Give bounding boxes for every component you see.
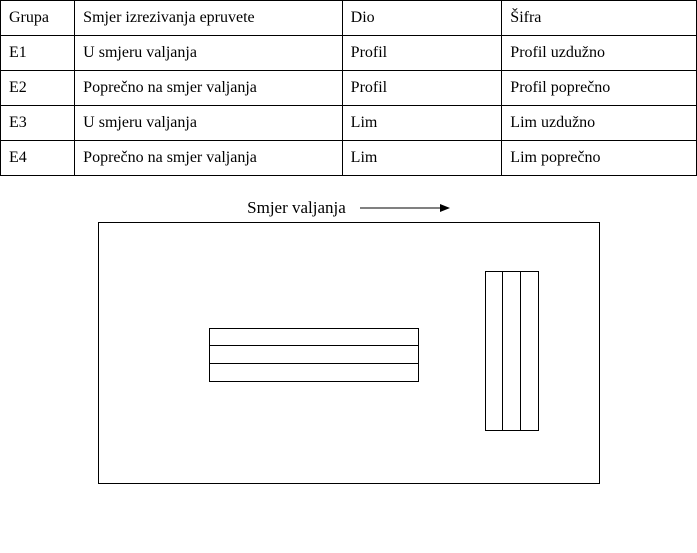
- cell-dio: Lim: [342, 141, 502, 176]
- specimen-bar: [485, 271, 503, 431]
- cell-grupa: E1: [1, 36, 75, 71]
- diagram-caption-row: Smjer valjanja: [247, 198, 450, 218]
- cell-dio: Profil: [342, 36, 502, 71]
- specimen-bar: [209, 346, 419, 364]
- table-header-row: Grupa Smjer izrezivanja epruvete Dio Šif…: [1, 1, 697, 36]
- cell-sifra: Lim uzdužno: [502, 106, 697, 141]
- table-row: E1 U smjeru valjanja Profil Profil uzduž…: [1, 36, 697, 71]
- cell-sifra: Profil poprečno: [502, 71, 697, 106]
- longitudinal-specimens: [209, 328, 419, 382]
- specimen-plate: [98, 222, 600, 484]
- specimen-bar: [521, 271, 539, 431]
- cell-grupa: E3: [1, 106, 75, 141]
- arrow-right-icon: [360, 201, 450, 215]
- specimen-bar: [209, 364, 419, 382]
- cell-smjer: U smjeru valjanja: [75, 36, 343, 71]
- table-row: E4 Poprečno na smjer valjanja Lim Lim po…: [1, 141, 697, 176]
- cell-sifra: Lim poprečno: [502, 141, 697, 176]
- table-row: E2 Poprečno na smjer valjanja Profil Pro…: [1, 71, 697, 106]
- cell-sifra: Profil uzdužno: [502, 36, 697, 71]
- specimen-table: Grupa Smjer izrezivanja epruvete Dio Šif…: [0, 0, 697, 176]
- header-sifra: Šifra: [502, 1, 697, 36]
- specimen-bar: [503, 271, 521, 431]
- cell-smjer: U smjeru valjanja: [75, 106, 343, 141]
- header-grupa: Grupa: [1, 1, 75, 36]
- header-smjer: Smjer izrezivanja epruvete: [75, 1, 343, 36]
- transverse-specimens: [485, 271, 539, 431]
- cell-smjer: Poprečno na smjer valjanja: [75, 71, 343, 106]
- cell-dio: Lim: [342, 106, 502, 141]
- header-dio: Dio: [342, 1, 502, 36]
- specimen-bar: [209, 328, 419, 346]
- cell-smjer: Poprečno na smjer valjanja: [75, 141, 343, 176]
- cell-grupa: E4: [1, 141, 75, 176]
- rolling-direction-diagram: Smjer valjanja: [0, 198, 697, 484]
- cell-dio: Profil: [342, 71, 502, 106]
- table-row: E3 U smjeru valjanja Lim Lim uzdužno: [1, 106, 697, 141]
- cell-grupa: E2: [1, 71, 75, 106]
- diagram-caption: Smjer valjanja: [247, 198, 346, 218]
